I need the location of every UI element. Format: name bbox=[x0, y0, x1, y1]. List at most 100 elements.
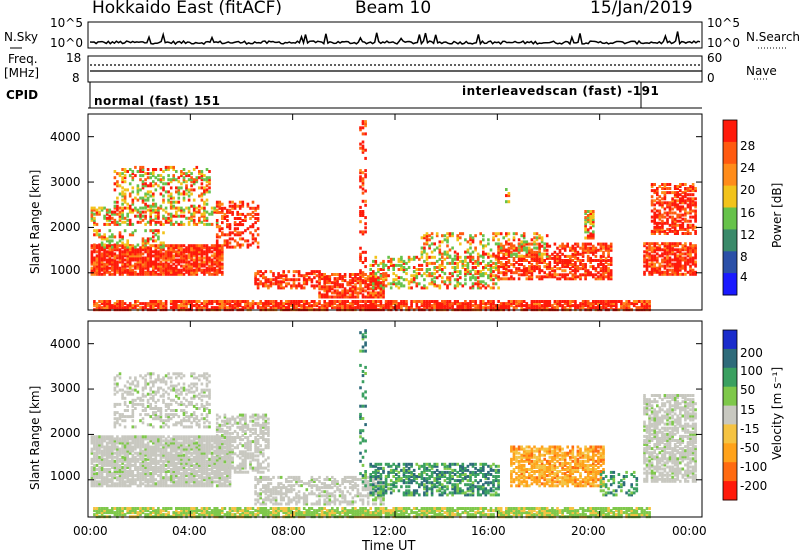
velocity-cell bbox=[90, 439, 94, 443]
power-cell bbox=[359, 300, 362, 303]
power-cell bbox=[656, 248, 659, 252]
power-cell bbox=[305, 282, 309, 286]
power-cell bbox=[543, 271, 546, 275]
power-cell bbox=[200, 212, 204, 216]
power-cell bbox=[208, 212, 211, 216]
power-cell bbox=[190, 178, 193, 182]
power-cell bbox=[686, 252, 690, 256]
power-cell bbox=[443, 300, 447, 303]
power-cell bbox=[241, 306, 245, 310]
power-cell bbox=[443, 257, 447, 261]
power-cell bbox=[116, 300, 119, 303]
power-cell bbox=[679, 213, 682, 217]
power-cell bbox=[686, 197, 690, 201]
power-cell bbox=[205, 188, 209, 192]
power-cell bbox=[522, 256, 526, 260]
power-cell bbox=[152, 272, 155, 276]
power-cell bbox=[192, 212, 196, 216]
power-cell bbox=[533, 250, 536, 254]
power-cell bbox=[172, 254, 175, 258]
power-cell bbox=[128, 192, 132, 196]
power-cell bbox=[226, 302, 229, 306]
power-cell bbox=[446, 250, 449, 254]
power-cell bbox=[182, 180, 186, 184]
power-cell bbox=[507, 306, 511, 310]
velocity-cell bbox=[113, 451, 117, 455]
power-cell bbox=[643, 242, 646, 246]
power-cell bbox=[190, 204, 193, 208]
power-cell bbox=[103, 258, 106, 262]
power-cell bbox=[277, 304, 280, 308]
power-cell bbox=[226, 208, 229, 212]
power-cell bbox=[382, 291, 385, 295]
velocity-cell bbox=[136, 468, 140, 471]
power-cell bbox=[574, 304, 577, 308]
power-cell bbox=[361, 120, 365, 124]
power-cell bbox=[210, 210, 214, 214]
power-cell bbox=[507, 265, 511, 269]
power-cell bbox=[592, 234, 595, 238]
velocity-cell bbox=[90, 451, 94, 455]
power-cell bbox=[95, 302, 99, 306]
power-cell bbox=[441, 259, 444, 263]
power-cell bbox=[592, 267, 595, 271]
power-cell bbox=[497, 300, 500, 303]
power-cell bbox=[277, 274, 280, 278]
power-cell bbox=[364, 295, 367, 299]
power-cell bbox=[111, 210, 114, 214]
power-cell bbox=[487, 284, 490, 288]
power-cell bbox=[569, 259, 572, 262]
power-cell bbox=[469, 252, 472, 256]
power-cell bbox=[594, 254, 598, 258]
power-cell bbox=[195, 268, 199, 272]
power-cell bbox=[282, 304, 285, 308]
power-cell bbox=[241, 223, 245, 227]
velocity-cell bbox=[139, 466, 142, 469]
power-cell bbox=[653, 258, 656, 262]
power-cell bbox=[93, 222, 96, 226]
power-cell bbox=[581, 267, 585, 271]
power-cell bbox=[136, 254, 140, 258]
power-cell bbox=[364, 283, 367, 287]
power-cell bbox=[507, 200, 511, 204]
velocity-cell bbox=[123, 457, 127, 461]
power-cell bbox=[464, 250, 467, 254]
power-cell bbox=[208, 300, 211, 303]
power-cell bbox=[602, 275, 605, 279]
power-ytick-4000: 4000 bbox=[50, 130, 81, 144]
velocity-cell bbox=[121, 443, 124, 447]
power-cell bbox=[228, 200, 232, 204]
power-cell bbox=[126, 188, 129, 192]
power-cell bbox=[668, 207, 672, 211]
power-cell bbox=[118, 244, 122, 248]
power-cell bbox=[676, 191, 679, 195]
power-cell bbox=[136, 190, 140, 194]
power-cell bbox=[282, 302, 285, 306]
power-cell bbox=[684, 256, 687, 260]
power-cell bbox=[218, 200, 222, 204]
power-cell bbox=[123, 243, 127, 247]
power-cell bbox=[221, 300, 224, 303]
power-cell bbox=[671, 262, 674, 266]
velocity-cell bbox=[111, 478, 114, 482]
power-cell bbox=[116, 196, 119, 200]
power-cell bbox=[607, 273, 610, 277]
velocity-cell bbox=[136, 453, 140, 457]
velocity-cell bbox=[128, 447, 132, 451]
power-cell bbox=[522, 248, 526, 252]
power-cell bbox=[338, 293, 342, 297]
power-cell bbox=[123, 229, 127, 233]
velocity-cell bbox=[98, 459, 101, 463]
velocity-cell bbox=[116, 472, 119, 476]
power-cell bbox=[535, 300, 539, 303]
power-cell bbox=[553, 275, 557, 279]
power-cell bbox=[123, 188, 127, 192]
power-cell bbox=[684, 252, 687, 256]
power-cell bbox=[487, 276, 490, 280]
power-cell bbox=[492, 282, 495, 286]
power-cell bbox=[522, 304, 526, 308]
power-cell bbox=[305, 306, 309, 310]
power-cell bbox=[584, 304, 587, 308]
power-cell bbox=[479, 300, 482, 303]
power-cell bbox=[658, 213, 662, 217]
